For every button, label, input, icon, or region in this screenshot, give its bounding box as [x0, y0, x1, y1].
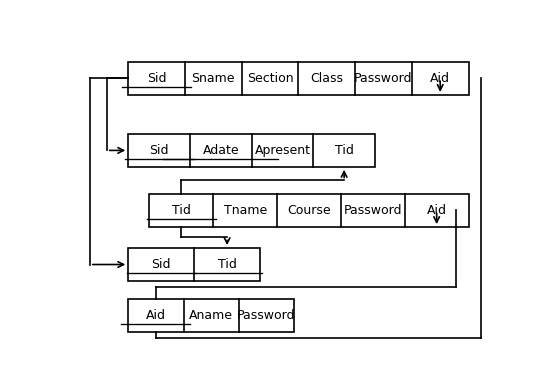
Text: Password: Password	[354, 72, 413, 85]
Text: Tname: Tname	[223, 204, 267, 217]
Text: Tid: Tid	[172, 204, 191, 217]
Text: Aid: Aid	[146, 309, 166, 322]
Text: Sname: Sname	[192, 72, 235, 85]
Bar	[128, 62, 469, 95]
Text: Aid: Aid	[427, 204, 447, 217]
Text: Password: Password	[344, 204, 402, 217]
Bar	[149, 194, 469, 227]
Text: Aname: Aname	[189, 309, 233, 322]
Text: Sid: Sid	[147, 72, 166, 85]
Text: Section: Section	[247, 72, 293, 85]
Text: Course: Course	[287, 204, 331, 217]
Bar	[128, 299, 294, 332]
Text: Sid: Sid	[152, 258, 171, 271]
Bar	[128, 248, 260, 281]
Text: Aid: Aid	[430, 72, 450, 85]
Text: Adate: Adate	[203, 144, 239, 157]
Text: Password: Password	[237, 309, 296, 322]
Bar	[128, 134, 375, 167]
Text: Class: Class	[310, 72, 343, 85]
Text: Tid: Tid	[217, 258, 237, 271]
Text: Tid: Tid	[335, 144, 354, 157]
Text: Sid: Sid	[149, 144, 169, 157]
Text: Apresent: Apresent	[254, 144, 310, 157]
